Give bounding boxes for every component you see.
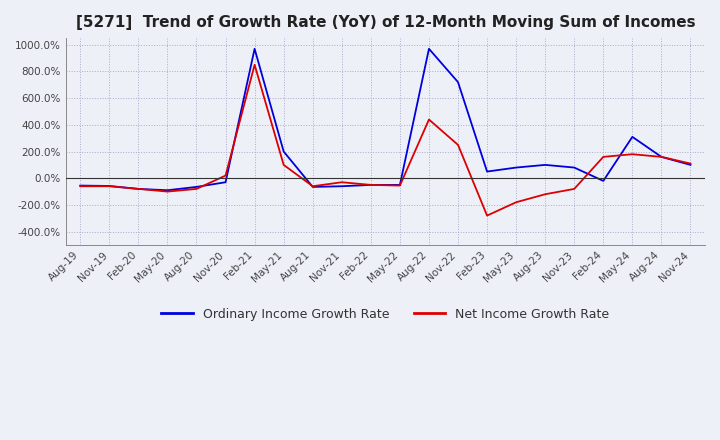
Net Income Growth Rate bbox=[366, 182, 375, 187]
Net Income Growth Rate bbox=[134, 186, 143, 191]
Ordinary Income Growth Rate bbox=[454, 80, 462, 85]
Ordinary Income Growth Rate bbox=[279, 149, 288, 154]
Ordinary Income Growth Rate bbox=[628, 134, 636, 139]
Net Income Growth Rate bbox=[105, 183, 114, 189]
Ordinary Income Growth Rate bbox=[105, 183, 114, 189]
Net Income Growth Rate bbox=[308, 183, 317, 189]
Ordinary Income Growth Rate bbox=[425, 46, 433, 51]
Ordinary Income Growth Rate bbox=[221, 180, 230, 185]
Net Income Growth Rate bbox=[279, 162, 288, 168]
Net Income Growth Rate bbox=[251, 62, 259, 67]
Net Income Growth Rate bbox=[482, 213, 491, 218]
Net Income Growth Rate bbox=[512, 200, 521, 205]
Ordinary Income Growth Rate bbox=[338, 183, 346, 189]
Net Income Growth Rate bbox=[686, 161, 695, 166]
Title: [5271]  Trend of Growth Rate (YoY) of 12-Month Moving Sum of Incomes: [5271] Trend of Growth Rate (YoY) of 12-… bbox=[76, 15, 696, 30]
Net Income Growth Rate bbox=[628, 151, 636, 157]
Ordinary Income Growth Rate bbox=[541, 162, 549, 168]
Ordinary Income Growth Rate bbox=[395, 182, 404, 187]
Ordinary Income Growth Rate bbox=[570, 165, 579, 170]
Net Income Growth Rate bbox=[541, 191, 549, 197]
Net Income Growth Rate bbox=[221, 173, 230, 178]
Net Income Growth Rate bbox=[395, 183, 404, 188]
Ordinary Income Growth Rate bbox=[512, 165, 521, 170]
Net Income Growth Rate bbox=[657, 154, 666, 160]
Net Income Growth Rate bbox=[192, 186, 201, 191]
Line: Net Income Growth Rate: Net Income Growth Rate bbox=[80, 65, 690, 216]
Net Income Growth Rate bbox=[425, 117, 433, 122]
Ordinary Income Growth Rate bbox=[482, 169, 491, 174]
Ordinary Income Growth Rate bbox=[134, 186, 143, 191]
Net Income Growth Rate bbox=[338, 180, 346, 185]
Ordinary Income Growth Rate bbox=[657, 154, 666, 160]
Line: Ordinary Income Growth Rate: Ordinary Income Growth Rate bbox=[80, 49, 690, 190]
Ordinary Income Growth Rate bbox=[599, 178, 608, 183]
Legend: Ordinary Income Growth Rate, Net Income Growth Rate: Ordinary Income Growth Rate, Net Income … bbox=[156, 303, 614, 326]
Net Income Growth Rate bbox=[570, 186, 579, 191]
Ordinary Income Growth Rate bbox=[686, 162, 695, 168]
Ordinary Income Growth Rate bbox=[308, 184, 317, 190]
Net Income Growth Rate bbox=[163, 189, 172, 194]
Net Income Growth Rate bbox=[454, 142, 462, 147]
Ordinary Income Growth Rate bbox=[366, 182, 375, 187]
Ordinary Income Growth Rate bbox=[192, 184, 201, 190]
Net Income Growth Rate bbox=[599, 154, 608, 160]
Ordinary Income Growth Rate bbox=[76, 183, 84, 188]
Net Income Growth Rate bbox=[76, 183, 84, 189]
Ordinary Income Growth Rate bbox=[163, 187, 172, 193]
Ordinary Income Growth Rate bbox=[251, 46, 259, 51]
